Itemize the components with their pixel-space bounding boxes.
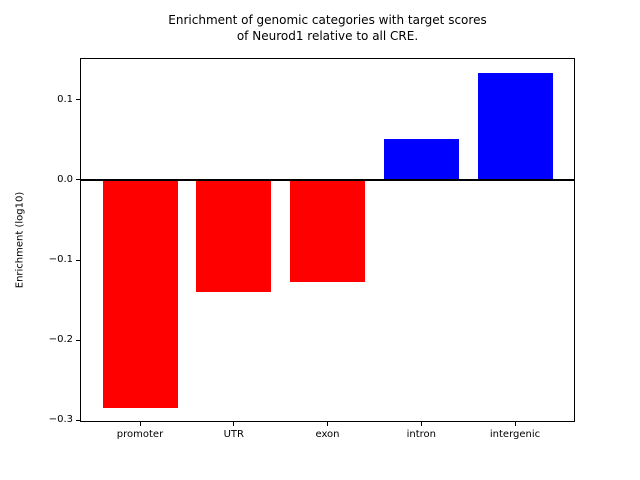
y-tick-mark [76, 99, 80, 101]
bar-promoter [102, 179, 178, 409]
x-tick-mark [420, 422, 422, 426]
x-tick-label-intron: intron [406, 429, 436, 440]
x-tick-mark [327, 422, 328, 426]
y-tick-mark [76, 339, 80, 341]
x-tick-label-promoter: promoter [116, 429, 164, 440]
chart-title-line-2: of Neurod1 relative to all CRE. [236, 29, 419, 43]
zero-line [80, 178, 575, 181]
y-tick-mark [76, 259, 80, 261]
bar-UTR [196, 179, 272, 293]
bar-exon [290, 179, 365, 282]
y-tick-label: −0.2 [48, 334, 73, 346]
plot-area [80, 58, 575, 422]
y-tick-label: 0.0 [57, 173, 73, 185]
x-tick-mark [139, 422, 141, 426]
y-axis-label: Enrichment (log10) [14, 191, 26, 289]
bar-intron [383, 139, 459, 180]
y-tick-label: −0.1 [48, 254, 73, 265]
x-tick-label-exon: exon [315, 429, 340, 440]
y-tick-label: −0.3 [48, 414, 73, 426]
chart-title: Enrichment of genomic categories with ta… [80, 12, 575, 44]
x-tick-label-UTR: UTR [223, 429, 244, 440]
chart-title-line-1: Enrichment of genomic categories with ta… [168, 13, 487, 27]
y-tick-mark [76, 419, 80, 421]
y-tick-label: 0.1 [57, 93, 73, 105]
y-tick-mark [76, 179, 80, 181]
bar-intergenic [477, 73, 553, 180]
x-tick-label-intergenic: intergenic [489, 429, 541, 440]
x-tick-mark [514, 422, 516, 426]
x-tick-mark [233, 422, 235, 426]
